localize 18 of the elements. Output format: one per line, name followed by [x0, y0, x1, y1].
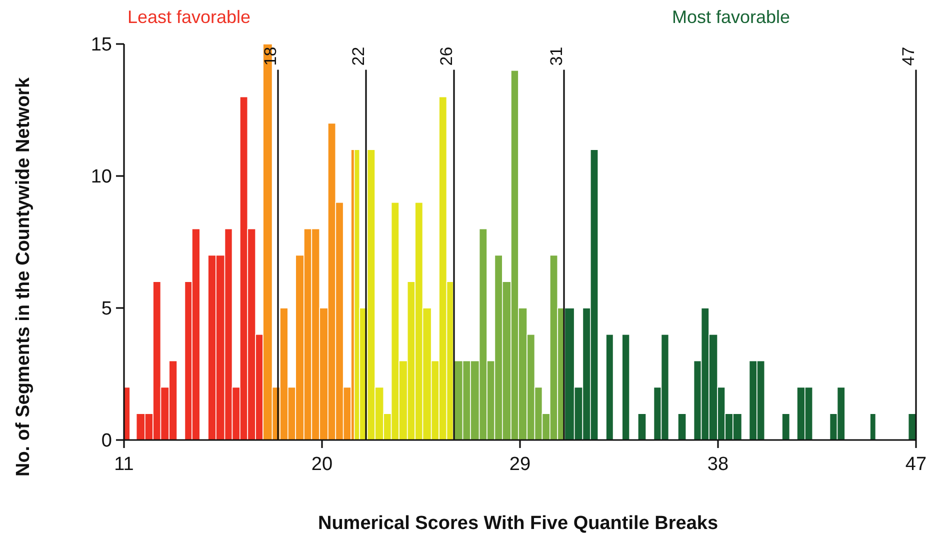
y-tick-label: 10: [90, 166, 112, 188]
ref-line-label: 47: [899, 46, 918, 66]
y-tick-label: 15: [90, 34, 112, 56]
x-tick-label: 11: [114, 454, 134, 475]
x-tick-label: 29: [509, 454, 531, 475]
ref-line-label: 31: [547, 46, 566, 66]
x-axis-title: Numerical Scores With Five Quantile Breaks: [318, 513, 718, 534]
y-tick-label: 0: [101, 430, 112, 452]
y-tick-label: 5: [101, 298, 112, 320]
x-tick-label: 20: [311, 454, 333, 475]
text: Most favorable: [672, 7, 790, 27]
text: Least favorable: [127, 7, 251, 27]
ref-line-label: 18: [261, 46, 280, 66]
y-axis-title: No. of Segments in the Countywide Network: [13, 77, 34, 477]
x-tick-label: 38: [707, 454, 729, 475]
ref-line-label: 26: [437, 46, 456, 66]
x-tick-label: 47: [905, 454, 927, 475]
ref-line-label: 22: [349, 46, 368, 66]
